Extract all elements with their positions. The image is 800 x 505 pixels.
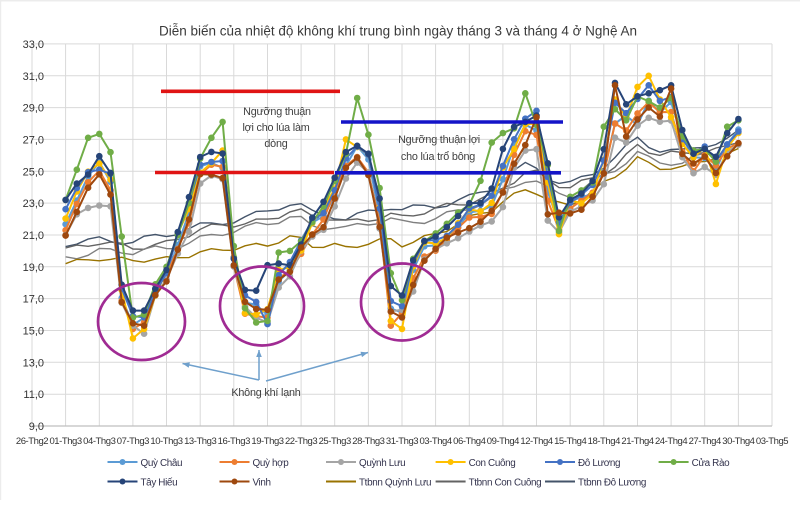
svg-text:13-Thg3: 13-Thg3 xyxy=(184,436,216,447)
svg-text:lợi cho lúa làm: lợi cho lúa làm xyxy=(242,122,309,134)
svg-text:Quỳnh Lưu: Quỳnh Lưu xyxy=(359,458,405,469)
svg-text:Tây Hiếu: Tây Hiếu xyxy=(141,478,178,489)
svg-text:24-Thg4: 24-Thg4 xyxy=(655,436,687,447)
svg-text:Con Cuông: Con Cuông xyxy=(469,458,516,469)
svg-text:Ttbnn Con Cuông: Ttbnn Con Cuông xyxy=(469,478,542,489)
svg-text:04-Thg3: 04-Thg3 xyxy=(83,436,115,447)
svg-text:06-Thg4: 06-Thg4 xyxy=(453,436,485,447)
svg-text:31,0: 31,0 xyxy=(23,71,44,83)
svg-text:28-Thg3: 28-Thg3 xyxy=(352,436,384,447)
svg-text:13,0: 13,0 xyxy=(23,357,44,369)
svg-text:19,0: 19,0 xyxy=(23,262,44,274)
svg-text:07-Thg3: 07-Thg3 xyxy=(117,436,149,447)
svg-text:Ttbnn Đô Lương: Ttbnn Đô Lương xyxy=(578,478,646,489)
svg-text:Quỳ hợp: Quỳ hợp xyxy=(253,458,290,469)
svg-text:30-Thg4: 30-Thg4 xyxy=(722,436,754,447)
svg-text:25-Thg3: 25-Thg3 xyxy=(319,436,351,447)
svg-text:Vinh: Vinh xyxy=(253,478,271,489)
svg-text:Ttbnn Quỳnh Lưu: Ttbnn Quỳnh Lưu xyxy=(359,478,431,489)
svg-text:cho lúa trổ bông: cho lúa trổ bông xyxy=(401,151,475,163)
svg-text:29,0: 29,0 xyxy=(23,103,44,115)
svg-text:Cửa Rào: Cửa Rào xyxy=(692,458,731,469)
svg-text:9,0: 9,0 xyxy=(29,421,44,433)
svg-text:23,0: 23,0 xyxy=(23,198,44,210)
svg-text:15,0: 15,0 xyxy=(23,326,44,338)
svg-text:Ngưỡng thuận lợi: Ngưỡng thuận lợi xyxy=(398,134,480,146)
svg-text:21-Thg4: 21-Thg4 xyxy=(621,436,653,447)
svg-text:15-Thg4: 15-Thg4 xyxy=(554,436,586,447)
svg-text:33,0: 33,0 xyxy=(23,39,44,51)
svg-text:22-Thg3: 22-Thg3 xyxy=(285,436,317,447)
svg-text:dòng: dòng xyxy=(264,138,287,150)
svg-text:26-Thg2: 26-Thg2 xyxy=(16,436,48,447)
svg-text:19-Thg3: 19-Thg3 xyxy=(251,436,283,447)
svg-text:Quỳ Châu: Quỳ Châu xyxy=(141,458,183,469)
svg-text:03-Thg5: 03-Thg5 xyxy=(756,436,788,447)
svg-text:16-Thg3: 16-Thg3 xyxy=(218,436,250,447)
svg-text:27-Thg4: 27-Thg4 xyxy=(689,436,721,447)
svg-text:Đô Lương: Đô Lương xyxy=(578,458,620,469)
svg-text:01-Thg3: 01-Thg3 xyxy=(49,436,81,447)
svg-text:09-Thg4: 09-Thg4 xyxy=(487,436,519,447)
svg-text:27,0: 27,0 xyxy=(23,134,44,146)
svg-text:21,0: 21,0 xyxy=(23,230,44,242)
svg-text:17,0: 17,0 xyxy=(23,294,44,306)
svg-text:03-Thg4: 03-Thg4 xyxy=(419,436,451,447)
svg-text:10-Thg3: 10-Thg3 xyxy=(150,436,182,447)
svg-text:Không khí lạnh: Không khí lạnh xyxy=(231,387,300,399)
svg-text:31-Thg3: 31-Thg3 xyxy=(386,436,418,447)
svg-text:Ngưỡng thuận: Ngưỡng thuận xyxy=(243,106,311,118)
svg-text:Diễn biến của nhiệt độ không k: Diễn biến của nhiệt độ không khí trung b… xyxy=(159,24,637,39)
svg-text:18-Thg4: 18-Thg4 xyxy=(588,436,620,447)
svg-text:12-Thg4: 12-Thg4 xyxy=(520,436,552,447)
svg-text:25,0: 25,0 xyxy=(23,166,44,178)
svg-text:11,0: 11,0 xyxy=(23,389,44,401)
